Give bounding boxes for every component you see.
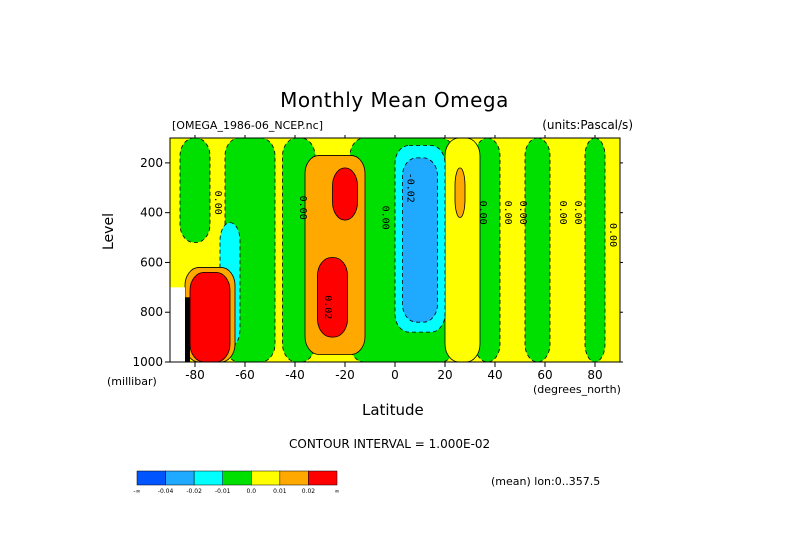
contour-label: 0.00	[477, 201, 488, 225]
x-tick-label: 60	[537, 368, 552, 382]
x-tick-label: -80	[185, 368, 205, 382]
colorbar-label: -0.02	[186, 488, 202, 495]
x-tick-label: 40	[487, 368, 502, 382]
contour-label: 0.00	[212, 191, 223, 215]
contour-label: 0.02	[322, 295, 333, 319]
contour-label: 0.00	[297, 196, 308, 220]
colorbar-swatch	[136, 470, 166, 486]
x-tick-label: 0	[391, 368, 399, 382]
contour-region	[170, 287, 185, 362]
contour-region	[402, 157, 438, 323]
colorbar-swatch	[308, 470, 338, 486]
colorbar-label: -0.04	[158, 488, 174, 495]
colorbar-label: 0.0	[247, 488, 257, 495]
contour-region	[317, 257, 348, 338]
colorbar-label: ∞	[335, 488, 340, 495]
contour-label: 0.00	[572, 201, 583, 225]
colorbar-label: 0.02	[302, 488, 316, 495]
x-axis-label: Latitude	[362, 401, 424, 419]
contour-region	[584, 137, 606, 363]
contour-label: 0.00	[557, 201, 568, 225]
y-tick-label: 200	[140, 156, 163, 170]
contour-region	[179, 137, 211, 243]
contour-interval-note: CONTOUR INTERVAL = 1.000E-02	[289, 437, 491, 451]
colorbar-swatch	[193, 470, 223, 486]
x-tick-label: -60	[235, 368, 255, 382]
colorbar-swatch	[279, 470, 309, 486]
y-tick-label: 1000	[132, 355, 163, 369]
colorbar-swatch	[165, 470, 195, 486]
units-label: (units:Pascal/s)	[542, 118, 633, 132]
colorbar-swatch	[222, 470, 252, 486]
contour-region	[524, 137, 551, 363]
colorbar-label: 0.01	[273, 488, 287, 495]
colorbar-label: -∞	[133, 488, 140, 495]
y-tick-label: 600	[140, 255, 163, 269]
x-axis-unit: (degrees_north)	[533, 383, 621, 396]
colorbar-label: -0.01	[215, 488, 231, 495]
contour-region	[454, 167, 466, 219]
colorbar-swatch	[251, 470, 281, 486]
dataset-label: [OMEGA_1986-06_NCEP.nc]	[172, 119, 323, 132]
chart-title: Monthly Mean Omega	[280, 88, 509, 112]
contour-label: -0.02	[405, 173, 416, 203]
y-axis-unit: (millibar)	[107, 375, 157, 388]
x-tick-label: 20	[437, 368, 452, 382]
contour-region	[189, 271, 231, 363]
contour-region	[332, 167, 358, 221]
mean-longitude-note: (mean) lon:0..357.5	[491, 475, 601, 488]
contour-label: 0.00	[502, 201, 513, 225]
contour-label: 0.00	[517, 201, 528, 225]
x-tick-label: -40	[285, 368, 305, 382]
x-tick-label: 80	[587, 368, 602, 382]
y-tick-label: 800	[140, 305, 163, 319]
contour-label: 0.00	[380, 206, 391, 230]
x-tick-label: -20	[335, 368, 355, 382]
contour-region	[185, 297, 190, 362]
y-tick-label: 400	[140, 206, 163, 220]
contour-label: 0.00	[607, 223, 618, 247]
